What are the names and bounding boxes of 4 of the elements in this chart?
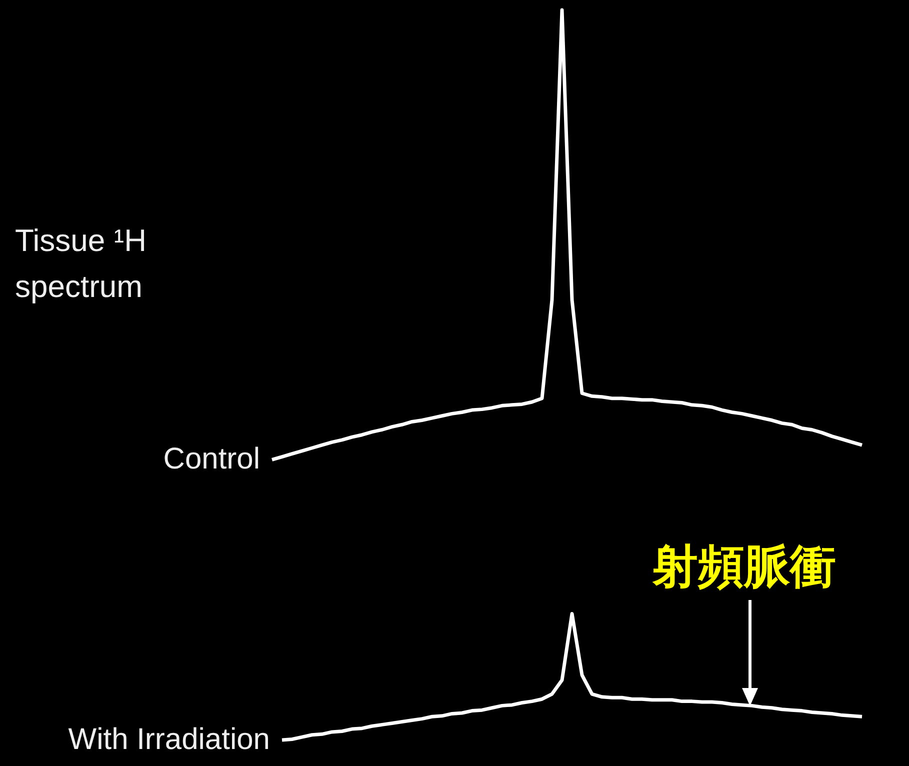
- annotation: 射頻脈衝: [652, 538, 836, 595]
- series-label: With Irradiation: [68, 723, 270, 756]
- series-label: Control: [163, 442, 260, 476]
- text: Tissue ¹H spectrum: [15, 222, 148, 306]
